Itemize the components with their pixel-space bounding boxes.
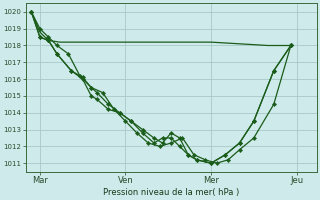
X-axis label: Pression niveau de la mer( hPa ): Pression niveau de la mer( hPa ) — [103, 188, 239, 197]
